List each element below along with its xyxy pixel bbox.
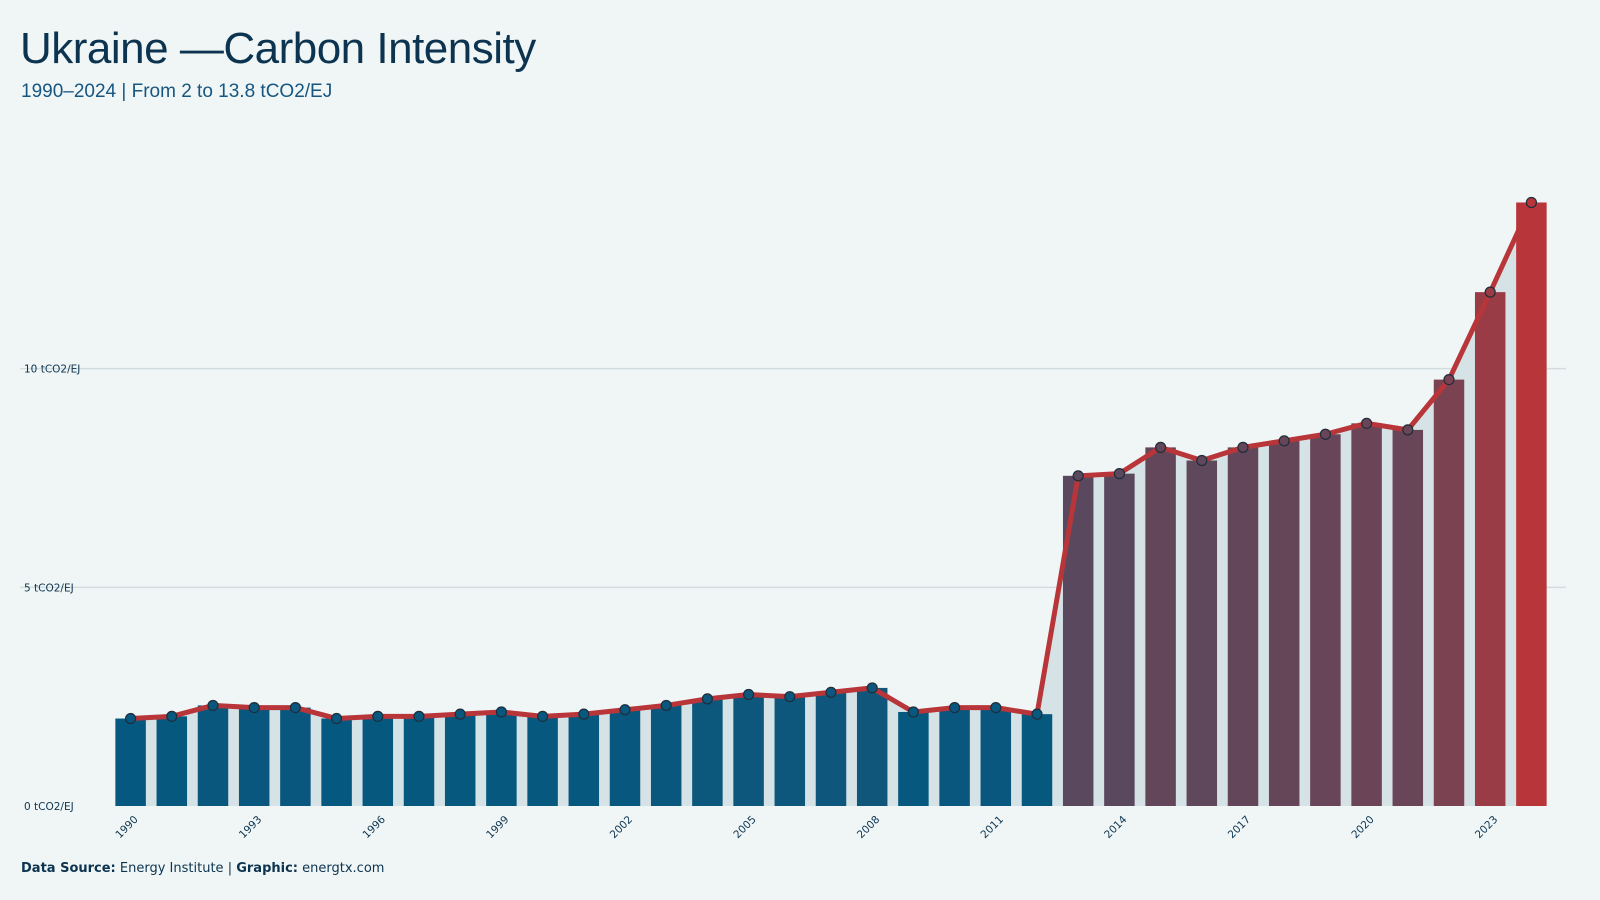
- x-tick-label: 2014: [1102, 813, 1130, 841]
- bar-2002: [609, 709, 641, 806]
- bar-2004: [692, 698, 723, 806]
- point-2020: [1360, 417, 1373, 429]
- point-1998: [454, 708, 466, 720]
- point-2017: [1237, 441, 1249, 453]
- bar-2024: [1516, 202, 1547, 807]
- point-2023: [1484, 286, 1496, 298]
- bar-2012: [1021, 714, 1053, 806]
- chart-title: Ukraine —Carbon Intensity: [20, 24, 536, 73]
- bar-2005: [733, 694, 764, 806]
- bar-layer: [115, 202, 1547, 807]
- point-2005: [742, 688, 755, 701]
- bar-1998: [444, 714, 476, 806]
- bar-1999: [486, 711, 517, 806]
- bar-2003: [650, 705, 682, 806]
- bar-2009: [898, 711, 929, 806]
- point-1995: [331, 712, 343, 725]
- point-2022: [1443, 374, 1455, 386]
- bar-1990: [115, 718, 146, 806]
- bar-1995: [321, 718, 352, 806]
- bar-2014: [1104, 473, 1135, 806]
- x-tick-label: 2008: [855, 814, 882, 841]
- y-tick-label: 10 tCO2/EJ: [24, 364, 80, 376]
- bar-2001: [568, 714, 600, 806]
- x-tick-label: 1990: [113, 814, 140, 841]
- point-2009: [907, 706, 920, 718]
- point-2000: [536, 710, 549, 722]
- bar-2022: [1433, 379, 1465, 806]
- bar-2015: [1145, 447, 1176, 806]
- point-1994: [289, 701, 301, 714]
- bar-2019: [1310, 434, 1341, 806]
- point-2004: [701, 693, 714, 705]
- point-2019: [1319, 428, 1332, 440]
- point-2008: [866, 682, 878, 694]
- bar-2007: [815, 692, 847, 806]
- x-tick-label: 1993: [237, 814, 264, 841]
- source-value: Energy Institute: [119, 861, 224, 876]
- point-2012: [1031, 708, 1043, 720]
- point-1993: [248, 701, 260, 714]
- point-2024: [1525, 196, 1538, 209]
- bar-2010: [939, 707, 970, 806]
- y-tick-label: 0 tCO2/EJ: [24, 801, 74, 813]
- point-2021: [1402, 424, 1414, 436]
- bar-2000: [527, 716, 558, 806]
- graphic-value: energtx.com: [302, 861, 385, 876]
- point-2010: [948, 701, 961, 714]
- x-tick-label: 2020: [1349, 814, 1376, 841]
- x-axis-ticks: 1990 1993 1996 1999 2002 2005 2008 2011 2014 2017…: [113, 813, 1500, 841]
- point-2014: [1113, 468, 1126, 480]
- point-1999: [495, 706, 507, 718]
- y-tick-label: 5 tCO2/EJ: [24, 582, 74, 594]
- footer-separator: |: [227, 861, 233, 876]
- bar-2023: [1474, 292, 1506, 807]
- point-2006: [784, 691, 796, 703]
- x-tick-label: 2017: [1226, 814, 1253, 841]
- point-2013: [1072, 470, 1084, 482]
- bar-2006: [774, 696, 806, 806]
- y-axis-ticks: 0 tCO2/EJ 5 tCO2/EJ 10 tCO2/EJ: [24, 364, 80, 813]
- point-2018: [1278, 435, 1290, 447]
- point-layer: [125, 196, 1538, 725]
- bar-2021: [1392, 429, 1424, 806]
- bar-1992: [197, 705, 229, 806]
- bar-2016: [1186, 460, 1218, 806]
- bar-1996: [362, 716, 394, 806]
- bar-2020: [1351, 423, 1382, 806]
- bar-1993: [238, 707, 270, 806]
- chart-subtitle: 1990–2024 | From 2 to 13.8 tCO2/EJ: [21, 81, 333, 102]
- point-2002: [619, 704, 631, 716]
- point-1996: [372, 710, 384, 722]
- bar-2018: [1268, 440, 1300, 806]
- bar-2011: [980, 707, 1012, 806]
- point-2007: [825, 686, 837, 698]
- x-tick-label: 2002: [608, 814, 635, 841]
- point-2015: [1154, 441, 1167, 453]
- bar-2017: [1227, 447, 1259, 806]
- x-tick-label: 1999: [484, 814, 511, 841]
- point-1992: [207, 699, 219, 712]
- x-tick-label: 2011: [979, 814, 1006, 841]
- bar-2008: [856, 687, 888, 806]
- x-tick-label: 2023: [1473, 814, 1500, 841]
- point-2011: [990, 701, 1002, 714]
- x-tick-label: 2005: [731, 814, 758, 841]
- area-layer: [130, 202, 1532, 807]
- bar-1994: [280, 707, 311, 806]
- footer-credits: Data Source: Energy Institute | Graphic:…: [21, 861, 384, 877]
- point-2003: [660, 699, 672, 712]
- source-label: Data Source:: [21, 861, 116, 876]
- area-fill: [130, 202, 1532, 807]
- bar-1997: [403, 716, 435, 806]
- point-2016: [1196, 454, 1208, 467]
- bar-1991: [156, 716, 188, 806]
- point-2001: [578, 708, 590, 720]
- graphic-label: Graphic:: [236, 861, 298, 876]
- point-1991: [166, 710, 178, 722]
- point-1990: [125, 712, 137, 725]
- x-tick-label: 1996: [361, 813, 389, 841]
- point-1997: [413, 710, 425, 722]
